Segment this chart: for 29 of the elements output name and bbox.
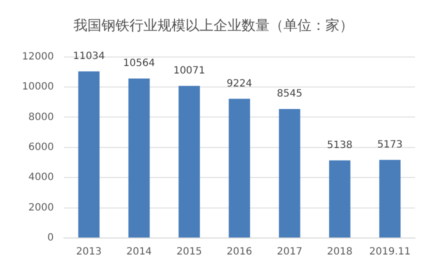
bar: [278, 108, 300, 238]
data-label: 5138: [327, 140, 352, 152]
x-tick-label: 2014: [126, 246, 152, 258]
x-tick-label: 2019.11: [369, 246, 411, 258]
bar: [128, 78, 150, 238]
data-label: 10071: [173, 66, 206, 77]
data-label: 5173: [377, 139, 403, 150]
bar: [228, 98, 250, 238]
bar: [329, 160, 350, 238]
x-tick-label: 2017: [276, 246, 302, 258]
data-label: 9224: [226, 78, 252, 90]
y-tick-label: 10000: [22, 82, 54, 93]
x-tick-label: 2015: [176, 246, 202, 258]
y-tick-label: 2000: [28, 202, 54, 214]
x-tick-label: 2018: [327, 246, 352, 258]
y-tick-label: 6000: [28, 142, 54, 153]
x-tick-label: 2013: [76, 246, 102, 258]
chart-title: 我国钢铁行业规模以上企业数量（单位：家）: [74, 18, 354, 34]
data-label: 8545: [276, 88, 302, 100]
y-tick-label: 12000: [22, 51, 54, 62]
x-tick-label: 2016: [226, 246, 252, 258]
bar: [178, 86, 200, 238]
bar: [379, 160, 401, 238]
y-tick-label: 4000: [28, 172, 54, 184]
data-label: 10564: [123, 58, 155, 70]
data-label: 11034: [72, 50, 105, 62]
y-tick-label: 0: [47, 232, 54, 244]
bar: [78, 71, 100, 238]
y-tick-label: 8000: [28, 112, 54, 123]
